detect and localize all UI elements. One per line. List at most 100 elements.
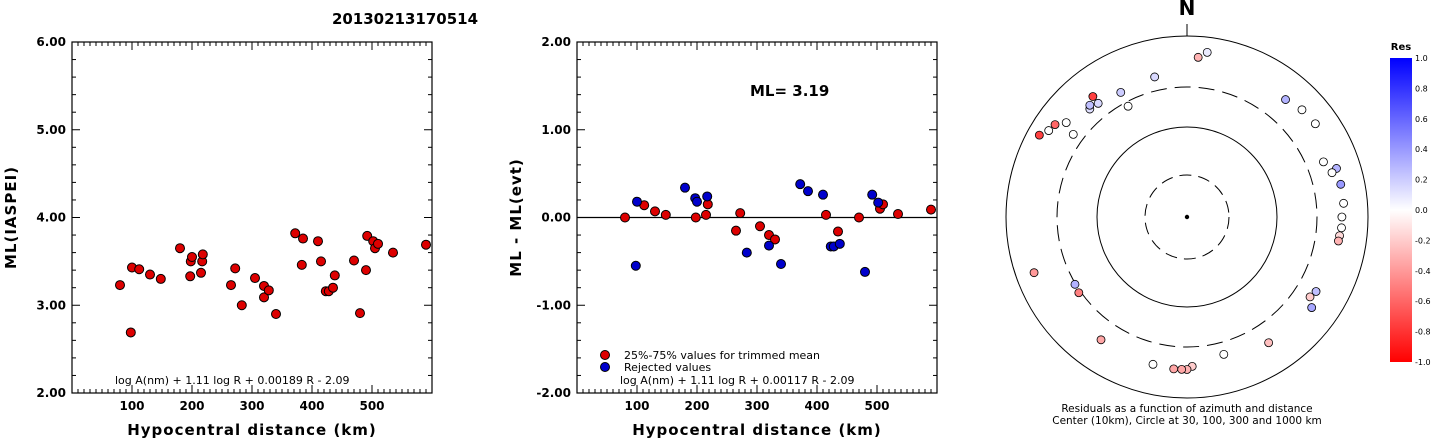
data-point <box>290 228 301 239</box>
colorbar-tick-label: 0.0 <box>1415 206 1428 215</box>
data-point <box>134 264 145 275</box>
circle-100km <box>1096 126 1278 308</box>
x-tick-label: 500 <box>864 399 889 413</box>
x-tick-label: 400 <box>299 399 324 413</box>
y-tick-label: -1.00 <box>536 298 571 312</box>
data-point <box>328 282 338 293</box>
legend-label-rejected: Rejected values <box>624 361 711 374</box>
residual-point <box>1305 292 1315 302</box>
residual-point <box>1085 100 1095 110</box>
x-tick-label: 200 <box>684 399 709 413</box>
residual-point <box>1337 223 1346 233</box>
residual-point <box>1339 198 1348 208</box>
residual-point <box>1116 88 1126 97</box>
residual-point <box>1319 157 1328 167</box>
formula-text: log A(nm) + 1.11 log R + 0.00189 R - 2.0… <box>115 374 349 387</box>
y-tick-label: 3.00 <box>36 298 66 312</box>
rejected-point <box>702 191 713 202</box>
data-point <box>316 256 326 267</box>
residual-point <box>1088 92 1098 101</box>
x-tick-label: 100 <box>119 399 144 413</box>
ml-annotation: ML= 3.19 <box>750 82 829 100</box>
rejected-point <box>776 259 786 270</box>
circle-300km <box>1056 86 1318 348</box>
residual-point <box>1337 212 1347 222</box>
x-tick-label: 500 <box>359 399 384 413</box>
figure-title: 20130213170514 <box>332 10 478 28</box>
residual-point <box>1219 349 1229 359</box>
data-point <box>271 309 281 320</box>
legend-marker-trimmed <box>600 350 610 360</box>
residual-point <box>1029 268 1039 278</box>
data-point <box>226 280 236 291</box>
y-tick-label: 6.00 <box>36 35 66 49</box>
x-tick-label: 200 <box>179 399 204 413</box>
rejected-point <box>818 189 828 200</box>
colorbar-title: Res <box>1391 42 1411 53</box>
residual-point <box>1310 119 1320 129</box>
residual-vs-distance-panel: -2.00 -1.00 0.00 1.00 2.00 100 200 300 400 500 Hyp… <box>507 35 938 439</box>
ml-vs-distance-panel: 2.00 3.00 4.00 5.00 6.00 100 200 300 400 500 Hypoc… <box>2 35 433 439</box>
residual-point <box>1281 95 1290 104</box>
trimmed-mean-point <box>821 209 831 220</box>
trimmed-mean-point <box>926 204 936 215</box>
trimmed-mean-point <box>833 226 843 237</box>
residual-point <box>1150 72 1160 82</box>
colorbar-tick-label: 0.6 <box>1415 115 1428 124</box>
rejected-point <box>860 266 870 277</box>
data-point <box>361 265 371 276</box>
rejected-point <box>680 182 690 193</box>
data-point <box>298 233 308 244</box>
x-tick-label: 300 <box>744 399 769 413</box>
data-point <box>329 270 340 281</box>
residual-point <box>1123 101 1133 111</box>
caption-line-1: Residuals as a function of azimuth and d… <box>1061 403 1312 415</box>
residual-point <box>1169 364 1179 374</box>
rejected-point <box>803 186 813 197</box>
x-tick-label: 100 <box>624 399 649 413</box>
colorbar-tick-label: 1.0 <box>1415 54 1428 63</box>
data-point <box>349 255 359 266</box>
y-tick-label: 4.00 <box>36 211 66 225</box>
data-point <box>313 236 323 247</box>
y-tick-label: 2.00 <box>541 35 571 49</box>
rejected-point <box>764 240 774 251</box>
caption-line-2: Center (10km), Circle at 30, 100, 300 an… <box>1052 415 1322 427</box>
rejected-point <box>630 260 641 271</box>
rejected-point <box>795 179 806 190</box>
data-point <box>145 269 155 280</box>
y-tick-label: 1.00 <box>541 123 571 137</box>
residual-point <box>1093 98 1103 108</box>
rejected-point <box>834 238 845 249</box>
trimmed-mean-point <box>893 208 903 219</box>
rejected-point <box>692 196 702 207</box>
residual-point <box>1096 335 1106 345</box>
residual-point <box>1177 364 1187 374</box>
north-label: N <box>1179 0 1196 20</box>
trimmed-mean-point <box>755 221 765 232</box>
colorbar-tick-label: 0.8 <box>1415 84 1428 93</box>
data-point <box>115 280 125 291</box>
rejected-point <box>867 189 878 200</box>
data-point <box>250 273 260 284</box>
circle-30km <box>1144 174 1230 260</box>
y-tick-label: 0.00 <box>541 211 571 225</box>
data-point <box>230 263 241 274</box>
trimmed-mean-point <box>690 212 701 223</box>
trimmed-mean-point <box>650 206 660 217</box>
data-point <box>185 271 196 282</box>
y-tick-label: 5.00 <box>36 123 66 137</box>
plot-frame <box>71 41 433 394</box>
residual-point <box>1074 288 1084 298</box>
center-point <box>1184 214 1190 220</box>
y-axis-label: ML - ML(evt) <box>507 158 525 276</box>
colorbar-tick-label: -0.8 <box>1415 328 1431 337</box>
data-point <box>263 285 274 296</box>
x-tick-label: 300 <box>239 399 264 413</box>
legend-marker-rejected <box>600 362 610 372</box>
residual-point <box>1307 303 1317 312</box>
residual-point <box>1193 52 1203 62</box>
residual-point <box>1336 179 1346 189</box>
data-point <box>175 243 185 254</box>
